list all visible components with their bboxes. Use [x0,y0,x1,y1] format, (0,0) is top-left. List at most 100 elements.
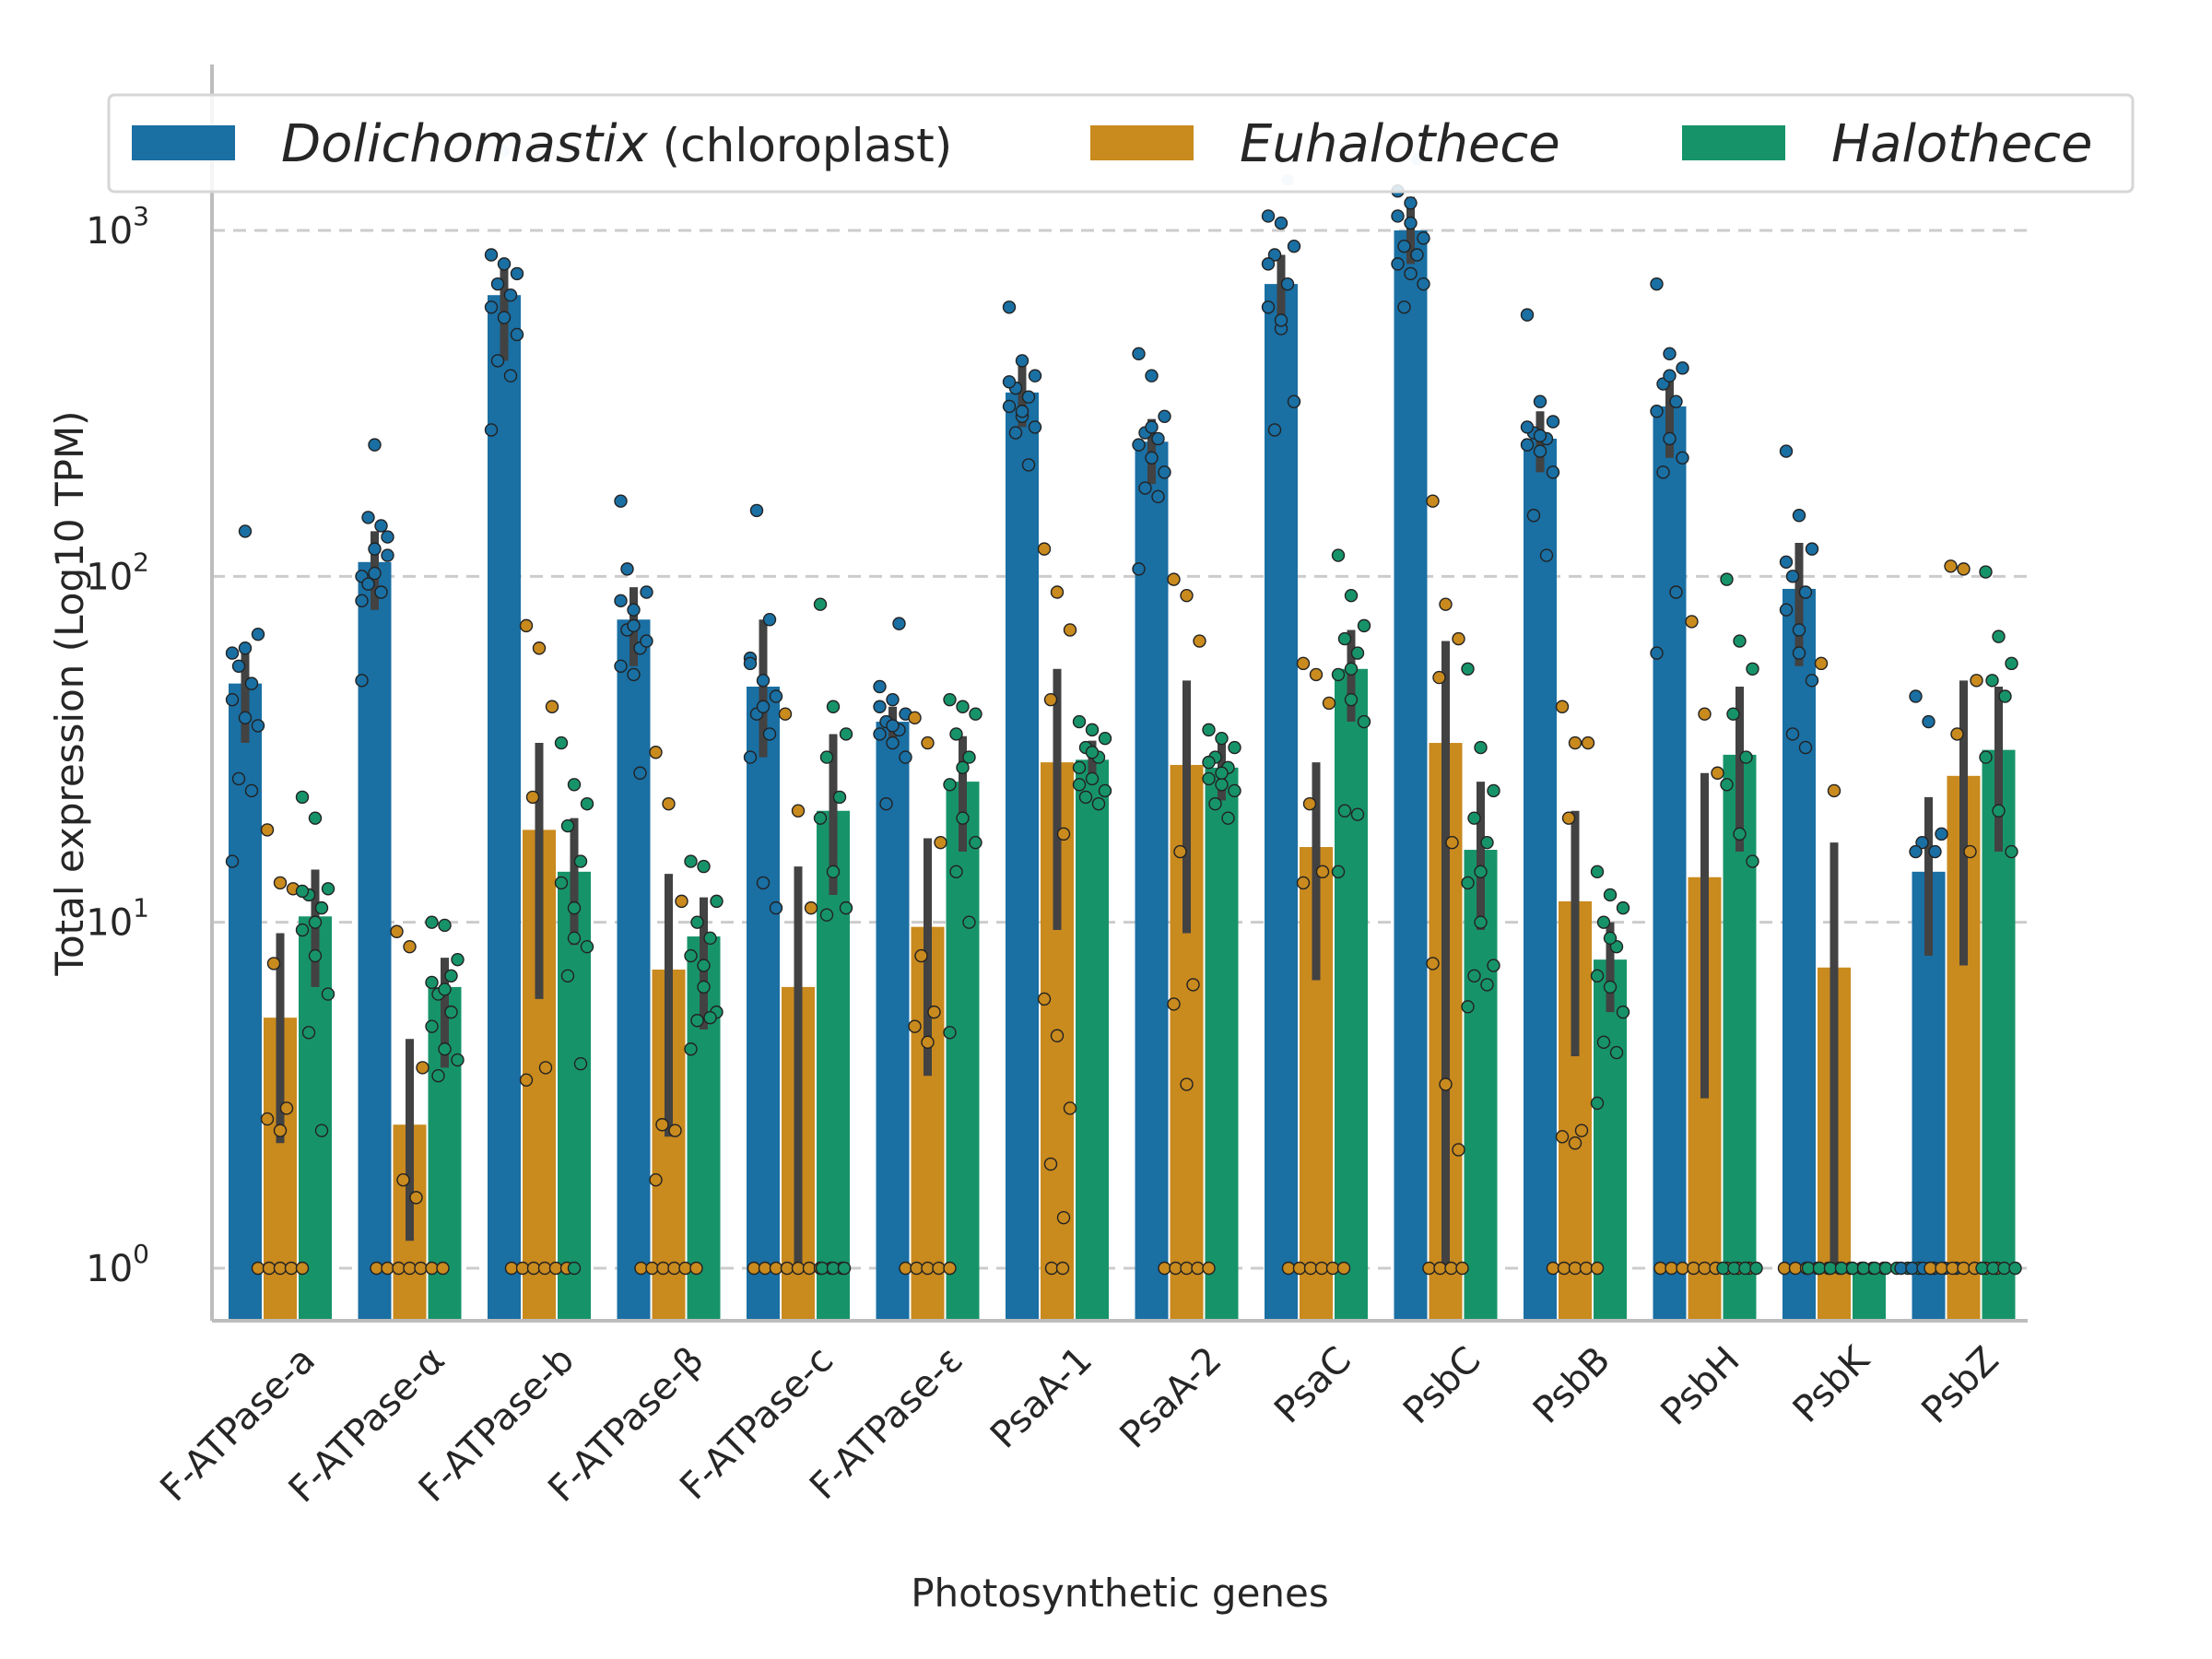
data-point [1215,778,1229,792]
data-point [1878,1261,1893,1276]
data-point [956,811,970,825]
data-point [510,266,524,281]
data-point [1078,790,1093,805]
data-point [1924,1261,1937,1276]
data-point [560,818,575,833]
data-point [1145,451,1159,465]
x-tick-labels: F-ATPase-aF-ATPase-αF-ATPase-bF-ATPase-β… [152,1337,2006,1511]
data-point [1823,1261,1838,1276]
y-tick-label: 101 [86,893,149,945]
data-point [1798,585,1813,599]
data-point [1650,646,1664,660]
data-point [554,876,569,890]
data-point [1331,548,1346,562]
data-point [1261,257,1276,271]
data-point [1169,1261,1182,1276]
data-point [321,882,335,896]
data-point [1015,405,1030,418]
data-point [910,1261,924,1276]
data-point [355,594,369,608]
data-point [1788,1261,1803,1276]
data-point [1028,420,1042,434]
data-point [1663,369,1677,382]
data-point [1653,1261,1667,1276]
data-point [743,656,758,671]
data-point [532,641,547,655]
data-point [1145,420,1159,434]
data-point [684,1042,698,1056]
data-point [1998,689,2012,703]
data-point [839,900,853,915]
data-point [1568,1261,1583,1276]
data-point [497,257,512,271]
data-point [620,562,634,576]
data-point [1186,978,1200,992]
data-point [1792,646,1806,660]
data-point [1805,542,1819,556]
data-point [815,1261,830,1276]
data-point [1777,1261,1792,1276]
data-point [1698,1261,1712,1276]
data-point [668,1124,682,1137]
data-point [1596,915,1611,929]
data-point [962,750,976,764]
data-point [279,1101,294,1115]
data-point [537,1261,552,1276]
data-point [1590,1096,1605,1111]
data-point [1015,354,1030,368]
data-point [368,542,382,556]
data-point [813,597,828,611]
data-point [1922,714,1936,729]
data-point [1314,1261,1329,1276]
data-point [1180,1077,1194,1091]
data-point [1331,865,1346,879]
data-point [703,931,717,946]
data-point [374,519,388,533]
data-point [451,952,465,967]
data-point [1132,438,1146,452]
data-point [697,959,711,972]
data-point [1533,394,1547,408]
data-point [1410,248,1424,262]
data-point [743,750,758,764]
data-point [1391,257,1405,271]
data-point [813,811,828,825]
data-point [416,1061,429,1075]
data-point [1357,714,1371,729]
data-point [1801,1261,1816,1276]
data-point [1669,585,1683,599]
data-point [1520,308,1535,322]
data-point [355,674,369,688]
data-point [1008,426,1023,440]
data-point [1650,405,1664,418]
data-point [1785,570,1800,583]
data-point [1669,394,1683,408]
data-point [1568,735,1583,750]
data-point [1151,431,1165,446]
data-point [567,778,582,792]
data-point [1417,231,1430,245]
legend-swatch [1090,125,1194,160]
data-point [1663,431,1677,446]
data-point [308,948,323,963]
data-point [1985,674,1999,688]
data-point [251,719,265,733]
data-point [1970,674,1983,688]
data-point [943,692,957,707]
data-point [1158,409,1171,423]
data-point [1145,369,1159,382]
error-bars-layer [241,196,2003,1268]
data-point [295,923,310,937]
data-point [1228,740,1241,755]
data-point [756,876,771,890]
data-point [1085,771,1100,786]
data-point [1928,844,1942,859]
data-point [519,1073,534,1087]
data-point [1957,1261,1971,1276]
data-point [1480,978,1494,992]
data-point [1167,997,1181,1011]
data-point [1202,771,1216,786]
data-point [1616,900,1630,915]
data-point [266,957,281,971]
